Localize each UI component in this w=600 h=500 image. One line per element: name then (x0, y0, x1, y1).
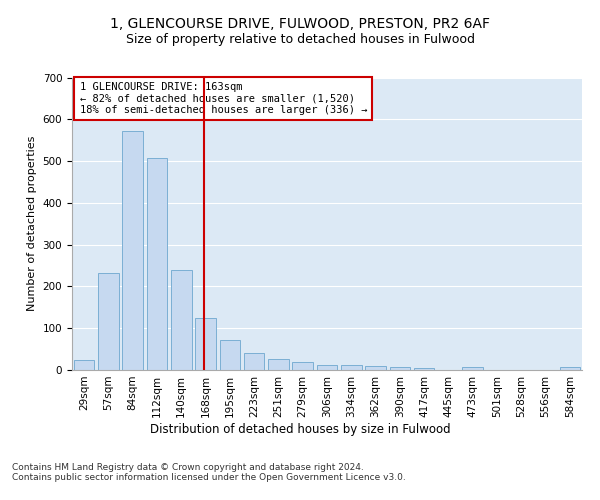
Text: 1 GLENCOURSE DRIVE: 163sqm
← 82% of detached houses are smaller (1,520)
18% of s: 1 GLENCOURSE DRIVE: 163sqm ← 82% of deta… (80, 82, 367, 115)
Bar (171, 270, 191, 370)
Bar (122, 130, 143, 370)
Bar (74, 360, 94, 370)
Bar (146, 158, 167, 370)
Bar (220, 340, 240, 370)
Bar (268, 359, 289, 370)
Bar (292, 362, 313, 370)
Text: Distribution of detached houses by size in Fulwood: Distribution of detached houses by size … (149, 422, 451, 436)
Text: Size of property relative to detached houses in Fulwood: Size of property relative to detached ho… (125, 32, 475, 46)
Bar (389, 368, 410, 370)
Bar (560, 367, 580, 370)
Bar (365, 366, 386, 370)
Y-axis label: Number of detached properties: Number of detached properties (27, 136, 37, 312)
Bar (317, 364, 337, 370)
Bar (195, 318, 216, 370)
Bar (341, 366, 362, 370)
Text: 1, GLENCOURSE DRIVE, FULWOOD, PRESTON, PR2 6AF: 1, GLENCOURSE DRIVE, FULWOOD, PRESTON, P… (110, 18, 490, 32)
Text: Contains HM Land Registry data © Crown copyright and database right 2024.
Contai: Contains HM Land Registry data © Crown c… (12, 462, 406, 482)
Bar (244, 354, 265, 370)
Bar (98, 272, 119, 370)
Bar (414, 368, 434, 370)
Bar (463, 366, 483, 370)
